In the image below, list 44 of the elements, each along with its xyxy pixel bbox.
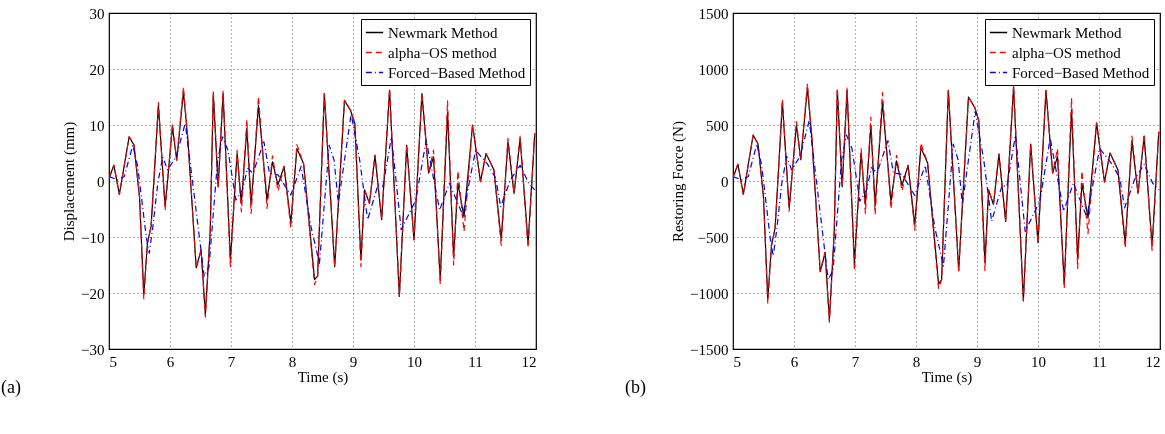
x-axis-title: Time (s): [297, 368, 349, 386]
x-tick-label: 10: [407, 353, 422, 370]
y-tick-label: 1500: [698, 5, 729, 22]
legend-label: Forced−Based Method: [388, 64, 526, 81]
y-tick-label: −30: [81, 341, 105, 358]
x-tick-label: 12: [1145, 353, 1161, 370]
line-series: [109, 113, 536, 277]
y-axis-title: Restoring Force (N): [670, 121, 688, 242]
line-series: [733, 110, 1160, 281]
x-tick-label: 11: [468, 353, 483, 370]
legend-label: alpha−OS method: [388, 44, 498, 61]
x-tick-label: 6: [790, 353, 799, 370]
x-tick-label: 9: [973, 353, 982, 370]
y-tick-label: −10: [81, 229, 105, 246]
legend-label: Newmark Method: [388, 24, 499, 41]
x-tick-label: 9: [349, 353, 358, 370]
x-tick-label: 11: [1092, 353, 1107, 370]
x-tick-label: 10: [1031, 353, 1046, 370]
x-tick-label: 6: [166, 353, 175, 370]
y-axis-title: Displacement (mm): [61, 121, 79, 242]
y-tick-label: 1000: [698, 61, 729, 78]
text: (a): [1, 377, 21, 398]
y-tick-label: 10: [89, 117, 105, 134]
y-tick-label: −1500: [690, 341, 729, 358]
legend-label: Forced−Based Method: [1012, 64, 1150, 81]
y-tick-label: 20: [89, 61, 105, 78]
x-tick-label: 5: [733, 353, 741, 370]
y-tick-label: −20: [81, 285, 105, 302]
legend-label: Newmark Method: [1012, 24, 1123, 41]
y-tick-label: 0: [721, 173, 729, 190]
legend-label: alpha−OS method: [1012, 44, 1122, 61]
y-tick-label: −1000: [690, 285, 729, 302]
text: (b): [625, 377, 646, 398]
x-tick-label: 8: [912, 353, 921, 370]
y-tick-label: 30: [89, 5, 105, 22]
y-tick-label: 0: [97, 173, 105, 190]
y-tick-label: −500: [697, 229, 729, 246]
y-tick-label: 500: [706, 117, 729, 134]
x-tick-label: 8: [288, 353, 297, 370]
x-tick-label: 12: [521, 353, 537, 370]
x-tick-label: 7: [227, 353, 236, 370]
x-tick-label: 7: [851, 353, 860, 370]
x-axis-title: Time (s): [921, 368, 973, 386]
x-tick-label: 5: [109, 353, 117, 370]
